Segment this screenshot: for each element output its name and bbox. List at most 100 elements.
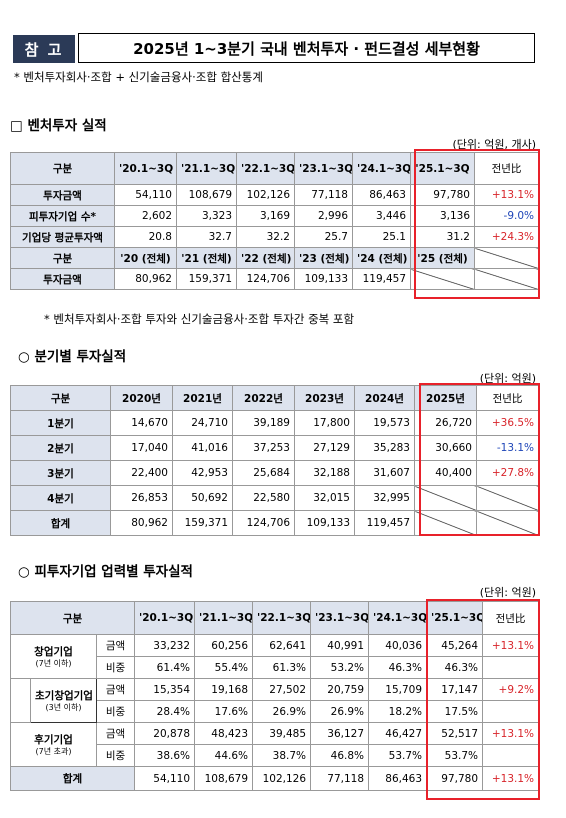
row-label: 투자금액 [10,184,115,206]
cell: 17,040 [110,435,173,461]
cell: 15,354 [134,678,196,701]
th-label: 구분 [10,385,111,411]
yoy-cell [482,744,540,767]
metric-label: 비중 [95,656,136,679]
cell: 80,962 [110,510,173,536]
metric-label: 금액 [95,678,136,701]
cell: 26.9% [310,700,370,723]
investment-table: 구분 '20.1~3Q '21.1~3Q '22.1~3Q '23.1~3Q '… [10,152,539,290]
cell: 39,189 [232,410,295,436]
yoy-cell [482,656,540,679]
yoy-cell: +9.2% [482,678,540,701]
cell: 62,641 [252,634,312,657]
cell: 61.3% [252,656,312,679]
cell: 46.3% [368,656,428,679]
page-title: 2025년 1~3분기 국내 벤처투자 · 펀드결성 세부현황 [78,33,535,63]
cell: 46.8% [310,744,370,767]
cell: 41,016 [172,435,233,461]
empty-cell [474,268,539,290]
unit-label: (단위: 억원) [479,372,536,385]
empty-cell [474,247,539,269]
cell: 19,573 [354,410,415,436]
cell: 22,580 [232,485,295,511]
th-year: '20 (전체) [114,247,177,269]
th-period: '23.1~3Q [310,601,370,635]
cell: 40,036 [368,634,428,657]
cell: 124,706 [232,510,295,536]
cell: 124,706 [236,268,295,290]
yoy-cell: +36.5% [476,410,539,436]
cell: 102,126 [236,184,295,206]
row-label: 1분기 [10,410,111,436]
cell: 26,853 [110,485,173,511]
th-year: 2021년 [172,385,233,411]
cell: 86,463 [368,766,428,791]
cell: 28.4% [134,700,196,723]
cell: 3,323 [176,205,237,227]
th-year: 2020년 [110,385,173,411]
yoy-cell [482,700,540,723]
empty-cell [476,485,539,511]
cell: 53.2% [310,656,370,679]
th-period: '25.1~3Q [426,601,484,635]
section-title-by-age: ○ 피투자기업 업력별 투자실적 [18,564,193,580]
cell: 17,800 [294,410,355,436]
cell: 32,995 [354,485,415,511]
row-label: 투자금액 [10,268,115,290]
cell: 3,446 [352,205,411,227]
group-label-early-startup: 초기창업기업 (3년 이하) [30,678,97,723]
cell: 31.2 [410,226,475,248]
reference-badge: 참 고 [13,35,75,63]
cell: 48,423 [194,722,254,745]
yoy-cell: +13.1% [482,722,540,745]
cell: 40,400 [414,460,477,486]
cell: 20,759 [310,678,370,701]
cell: 159,371 [176,268,237,290]
cell: 36,127 [310,722,370,745]
th-yoy: 전년比 [476,385,539,411]
cell: 26,720 [414,410,477,436]
cell: 52,517 [426,722,484,745]
cell: 30,660 [414,435,477,461]
cell: 2,602 [114,205,177,227]
yoy-cell: +13.1% [474,184,539,206]
cell: 14,670 [110,410,173,436]
group-label-later: 후기기업 (7년 초과) [10,722,97,767]
empty-cell [410,268,475,290]
cell: 32.7 [176,226,237,248]
yoy-cell: +27.8% [476,460,539,486]
th-year: '22 (전체) [236,247,295,269]
cell: 54,110 [134,766,196,791]
th-period: '21.1~3Q [194,601,254,635]
th-yoy: 전년比 [474,152,539,185]
th-period: '22.1~3Q [236,152,295,185]
cell: 45,264 [426,634,484,657]
empty-cell [414,485,477,511]
cell: 22,400 [110,460,173,486]
th-period: '24.1~3Q [352,152,411,185]
th-period: '20.1~3Q [114,152,177,185]
cell: 50,692 [172,485,233,511]
th-period: '25.1~3Q [410,152,475,185]
cell: 32,188 [294,460,355,486]
cell: 19,168 [194,678,254,701]
cell: 38.6% [134,744,196,767]
cell: 25.7 [294,226,353,248]
cell: 80,962 [114,268,177,290]
cell: 53.7% [426,744,484,767]
footnote: * 벤처투자회사·조합 투자와 신기술금융사·조합 투자간 중복 포함 [44,312,355,326]
cell: 33,232 [134,634,196,657]
th-year: 2022년 [232,385,295,411]
cell: 97,780 [410,184,475,206]
cell: 44.6% [194,744,254,767]
row-label: 2분기 [10,435,111,461]
indent-spacer [10,678,31,723]
metric-label: 비중 [95,744,136,767]
age-table: 구분 '20.1~3Q '21.1~3Q '22.1~3Q '23.1~3Q '… [9,601,540,791]
th-year: 2025년 [414,385,477,411]
cell: 54,110 [114,184,177,206]
row-label-total: 합계 [9,766,136,791]
th-year: 2024년 [354,385,415,411]
th-period: '21.1~3Q [176,152,237,185]
cell: 2,996 [294,205,353,227]
